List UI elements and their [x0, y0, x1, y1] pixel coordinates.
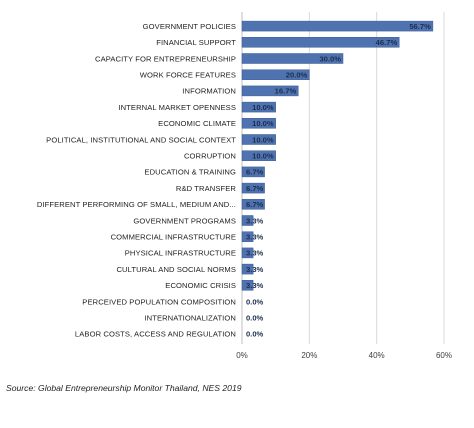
- category-label: R&D TRANSFER: [176, 184, 237, 193]
- data-label: 3.3%: [246, 249, 264, 258]
- bar: [241, 231, 254, 242]
- bar: [241, 118, 276, 129]
- bar: [241, 199, 265, 210]
- data-label: 46.7%: [376, 38, 398, 47]
- bar: [241, 20, 434, 32]
- category-label: LABOR COSTS, ACCESS AND REGULATION: [75, 330, 236, 339]
- category-label: CAPACITY FOR ENTREPRENEURSHIP: [95, 54, 236, 63]
- bar: [241, 280, 254, 291]
- x-tick-label: 60%: [436, 351, 452, 360]
- category-label: GOVERNMENT POLICIES: [143, 22, 236, 31]
- data-label: 16.7%: [275, 87, 297, 96]
- x-tick-label: 0%: [236, 351, 248, 360]
- category-label: FINANCIAL SUPPORT: [156, 38, 236, 47]
- data-label: 20.0%: [286, 71, 308, 80]
- category-label: CORRUPTION: [184, 152, 236, 161]
- data-label: 3.3%: [246, 281, 264, 290]
- category-label: PHYSICAL INFRASTRUCTURE: [125, 249, 236, 258]
- category-label: INTERNATIONALIZATION: [144, 314, 236, 323]
- bar: [241, 150, 276, 161]
- data-label: 30.0%: [319, 54, 341, 63]
- category-label: PERCEIVED POPULATION COMPOSITION: [82, 297, 236, 306]
- bar: [241, 166, 265, 178]
- bar: [241, 247, 254, 259]
- category-label: ECONOMIC CRISIS: [165, 281, 236, 290]
- data-label: 0.0%: [246, 330, 264, 339]
- bar: [241, 134, 276, 145]
- data-label: 56.7%: [409, 22, 431, 31]
- data-label: 6.7%: [246, 200, 264, 209]
- x-tick-label: 20%: [301, 351, 317, 360]
- bar: [241, 101, 276, 113]
- data-label: 3.3%: [246, 265, 264, 274]
- source-note: Source: Global Entrepreneurship Monitor …: [6, 383, 242, 393]
- data-label: 10.0%: [252, 103, 274, 112]
- category-label: CULTURAL AND SOCIAL NORMS: [116, 265, 236, 274]
- category-label: INTERNAL MARKET OPENNESS: [118, 103, 236, 112]
- bar: [241, 182, 265, 194]
- data-label: 3.3%: [246, 216, 264, 225]
- data-label: 10.0%: [252, 135, 274, 144]
- category-label: WORK FORCE FEATURES: [140, 71, 236, 80]
- bar-chart: 0% 20% 40% 60% GOVERNMENT POLICIES 56.7% FINAN…: [37, 12, 452, 360]
- category-label: GOVERNMENT PROGRAMS: [133, 216, 236, 225]
- category-label: DIFFERENT PERFORMING OF SMALL, MEDIUM AN…: [37, 200, 236, 209]
- x-tick-label: 40%: [369, 351, 385, 360]
- category-label: EDUCATION & TRAINING: [144, 168, 236, 177]
- data-label: 3.3%: [246, 233, 264, 242]
- data-label: 0.0%: [246, 297, 264, 306]
- bar: [241, 53, 344, 64]
- data-label: 0.0%: [246, 314, 264, 323]
- bar: [241, 69, 310, 80]
- category-label: ECONOMIC CLIMATE: [158, 119, 236, 128]
- category-label: COMMERCIAL INFRASTRUCTURE: [111, 233, 236, 242]
- data-label: 10.0%: [252, 119, 274, 128]
- data-label: 6.7%: [246, 184, 264, 193]
- data-label: 10.0%: [252, 152, 274, 161]
- bar: [241, 85, 299, 97]
- bar: [241, 263, 254, 275]
- category-label: POLITICAL, INSTITUTIONAL AND SOCIAL CONT…: [46, 135, 236, 144]
- category-label: INFORMATION: [182, 87, 236, 96]
- bar: [241, 37, 400, 48]
- bar: [241, 215, 254, 226]
- data-label: 6.7%: [246, 168, 264, 177]
